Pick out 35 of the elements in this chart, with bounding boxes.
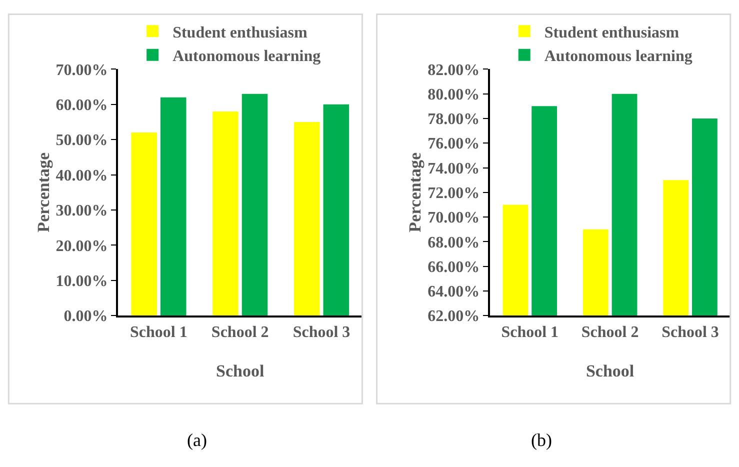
legend-label: Autonomous learning (172, 48, 321, 66)
y-tick-label: 40.00% (56, 167, 108, 184)
x-tick-label: School 3 (292, 324, 350, 341)
y-tick-label: 66.00% (428, 258, 480, 276)
y-tick-label: 70.00% (56, 62, 108, 79)
y-axis-title: Percentage (34, 152, 53, 232)
y-tick-label: 80.00% (428, 86, 480, 104)
x-axis-title: School (586, 362, 634, 381)
text: (a) (187, 430, 207, 450)
y-tick-label: 0.00% (64, 308, 108, 326)
y-tick-label: 50.00% (56, 132, 108, 150)
x-tick-label: School 1 (501, 324, 559, 341)
y-tick-label: 82.00% (428, 62, 480, 79)
x-axis-title: School (216, 362, 264, 381)
y-tick-label: 70.00% (428, 210, 480, 227)
y-tick-label: 62.00% (428, 308, 480, 326)
y-tick-label: 30.00% (56, 202, 108, 220)
x-tick-label: School 1 (130, 324, 188, 341)
y-tick-label: 76.00% (428, 136, 480, 153)
legend-label: Student enthusiasm (544, 24, 680, 42)
y-tick-label: 74.00% (428, 160, 480, 178)
legend-label: Student enthusiasm (172, 24, 308, 42)
y-tick-label: 78.00% (428, 111, 480, 128)
x-tick-label: School 2 (581, 324, 639, 341)
y-tick-label: 60.00% (56, 97, 108, 114)
y-tick-label: 64.00% (428, 284, 480, 301)
x-tick-label: School 2 (211, 324, 269, 341)
x-tick-label: School 3 (662, 324, 719, 341)
legend-label: Autonomous learning (544, 48, 692, 66)
y-axis-title: Percentage (406, 152, 425, 232)
y-tick-label: 68.00% (428, 234, 480, 252)
y-tick-label: 72.00% (428, 185, 480, 202)
y-tick-label: 10.00% (56, 273, 108, 290)
text: (b) (531, 430, 552, 450)
y-tick-label: 20.00% (56, 238, 108, 255)
